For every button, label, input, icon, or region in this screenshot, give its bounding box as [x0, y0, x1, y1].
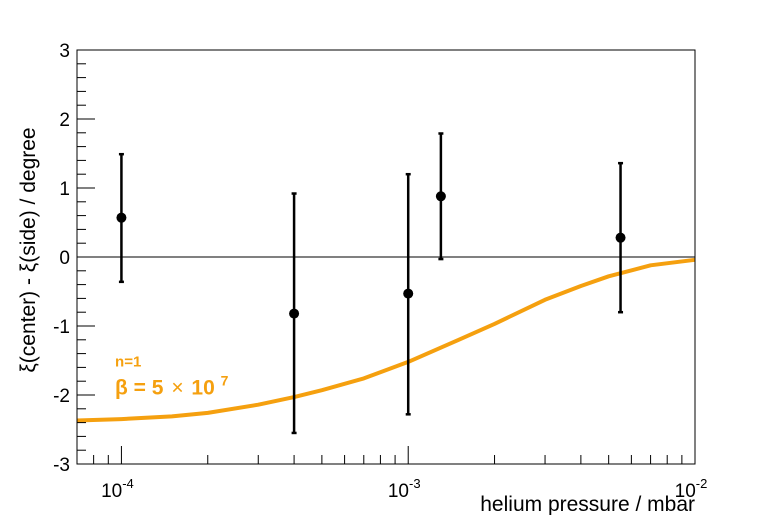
fit-curve [76, 257, 696, 423]
x-tick-label: 10-4 [101, 476, 134, 502]
x-tick-label-exponent: -4 [122, 476, 134, 491]
y-tick-label: 3 [59, 41, 70, 62]
y-axis-title: ξ(center) - ξ(side) / degree [17, 127, 40, 372]
x-tick-label-exponent: -2 [696, 476, 708, 491]
x-tick-label-base: 10 [101, 481, 122, 502]
fit-curve-layer [76, 257, 696, 423]
annotation-power-exponent: 7 [221, 373, 229, 389]
y-tick-label: -3 [53, 455, 70, 476]
tick-layer [76, 49, 696, 465]
x-tick-label: 10-3 [388, 476, 421, 502]
data-point [116, 212, 127, 223]
x-tick-label-exponent: -3 [409, 476, 421, 491]
annotation-n-label: n=1 [115, 354, 141, 371]
x-axis-title: helium pressure / mbar [480, 493, 695, 515]
data-point-layer [116, 132, 626, 435]
x-tick-label-base: 10 [675, 481, 696, 502]
y-tick-label: 1 [59, 179, 70, 200]
y-tick-label: 2 [59, 110, 70, 131]
annotation-power-base: 10 [191, 377, 214, 400]
annotation-beta-label: β = 5 × 10 7 [115, 373, 229, 400]
y-tick-label: -2 [53, 386, 70, 407]
curve-annotation: n=1 β = 5 × 10 7 [115, 354, 229, 400]
x-tick-label: 10-2 [675, 476, 708, 502]
data-point [435, 191, 446, 202]
data-point [403, 288, 414, 299]
x-tick-label-base: 10 [388, 481, 409, 502]
data-point [615, 232, 626, 243]
y-tick-label: -1 [53, 317, 70, 338]
annotation-times-sign: × [171, 377, 183, 400]
data-point [289, 308, 300, 319]
y-tick-label: 0 [59, 248, 70, 269]
annotation-beta-prefix: β = 5 [115, 377, 164, 400]
